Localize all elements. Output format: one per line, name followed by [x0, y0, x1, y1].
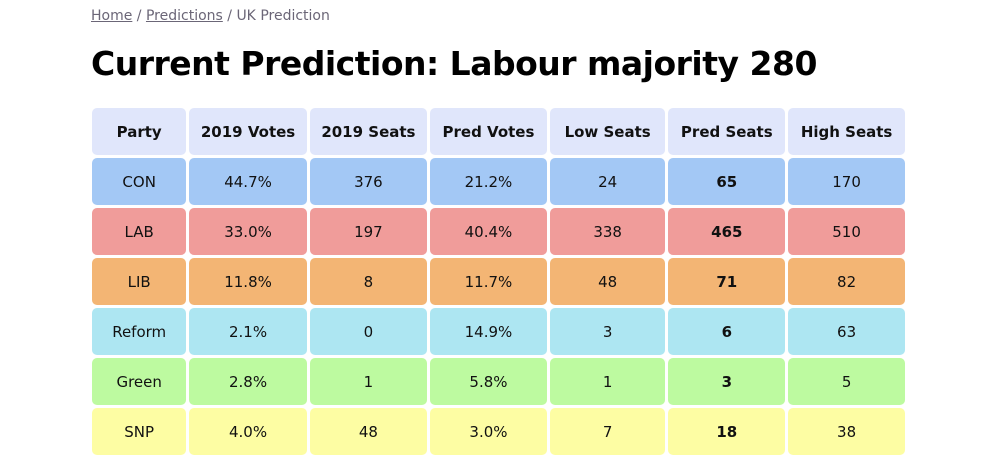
table-cell: 65 — [668, 158, 786, 205]
party-cell: Reform — [92, 308, 187, 355]
table-cell: 44.7% — [189, 158, 307, 205]
table-cell: 7 — [549, 408, 666, 455]
table-cell: 1 — [309, 358, 428, 405]
column-header: High Seats — [788, 108, 905, 155]
table-cell: 8 — [309, 258, 428, 305]
table-cell: 40.4% — [430, 208, 547, 255]
table-cell: 33.0% — [189, 208, 307, 255]
table-cell: 3 — [549, 308, 666, 355]
prediction-table: Party 2019 Votes 2019 Seats Pred Votes Low S… — [89, 105, 908, 458]
column-header: 2019 Seats — [309, 108, 428, 155]
table-cell: 1 — [549, 358, 666, 405]
party-cell: Green — [92, 358, 187, 405]
table-cell: 38 — [788, 408, 905, 455]
party-cell: SNP — [92, 408, 187, 455]
table-cell: 2.1% — [189, 308, 307, 355]
breadcrumb: Home / Predictions / UK Prediction — [91, 8, 330, 24]
party-cell: LAB — [92, 208, 187, 255]
table-header-row: Party 2019 Votes 2019 Seats Pred Votes Low S… — [92, 108, 905, 155]
table-row: Reform 2.1% 0 14.9% 3 6 63 — [92, 308, 905, 355]
table-cell: 4.0% — [189, 408, 307, 455]
table-cell: 48 — [309, 408, 428, 455]
page-title: Current Prediction: Labour majority 280 — [91, 44, 817, 83]
table-cell: 376 — [309, 158, 428, 205]
breadcrumb-separator: / — [136, 8, 142, 24]
table-cell: 82 — [788, 258, 905, 305]
table-row: Green 2.8% 1 5.8% 1 3 5 — [92, 358, 905, 405]
table-cell: 338 — [549, 208, 666, 255]
column-header: Low Seats — [549, 108, 666, 155]
table-cell: 24 — [549, 158, 666, 205]
table-cell: 170 — [788, 158, 905, 205]
party-cell: CON — [92, 158, 187, 205]
table-cell: 197 — [309, 208, 428, 255]
breadcrumb-home[interactable]: Home — [91, 8, 133, 24]
table-cell: 2.8% — [189, 358, 307, 405]
table-cell: 3 — [668, 358, 786, 405]
column-header: 2019 Votes — [189, 108, 307, 155]
table-row: LIB 11.8% 8 11.7% 48 71 82 — [92, 258, 905, 305]
table-row: SNP 4.0% 48 3.0% 7 18 38 — [92, 408, 905, 455]
table-cell: 6 — [668, 308, 786, 355]
table-cell: 465 — [668, 208, 786, 255]
table-cell: 5 — [788, 358, 905, 405]
party-cell: LIB — [92, 258, 187, 305]
table-row: CON 44.7% 376 21.2% 24 65 170 — [92, 158, 905, 205]
column-header: Party — [92, 108, 187, 155]
table-cell: 11.8% — [189, 258, 307, 305]
table-cell: 63 — [788, 308, 905, 355]
column-header: Pred Seats — [668, 108, 786, 155]
table-cell: 18 — [668, 408, 786, 455]
table-cell: 3.0% — [430, 408, 547, 455]
breadcrumb-current: UK Prediction — [236, 8, 330, 24]
table-cell: 11.7% — [430, 258, 547, 305]
table-cell: 510 — [788, 208, 905, 255]
column-header: Pred Votes — [430, 108, 547, 155]
table-cell: 71 — [668, 258, 786, 305]
breadcrumb-separator: / — [227, 8, 232, 24]
table-cell: 0 — [309, 308, 428, 355]
breadcrumb-predictions[interactable]: Predictions — [145, 8, 223, 24]
table-cell: 48 — [549, 258, 666, 305]
table-cell: 21.2% — [430, 158, 547, 205]
prediction-table-container[interactable]: Party 2019 Votes 2019 Seats Pred Votes Low S… — [89, 105, 908, 475]
table-row: LAB 33.0% 197 40.4% 338 465 510 — [92, 208, 905, 255]
table-cell: 5.8% — [430, 358, 547, 405]
table-cell: 14.9% — [430, 308, 547, 355]
